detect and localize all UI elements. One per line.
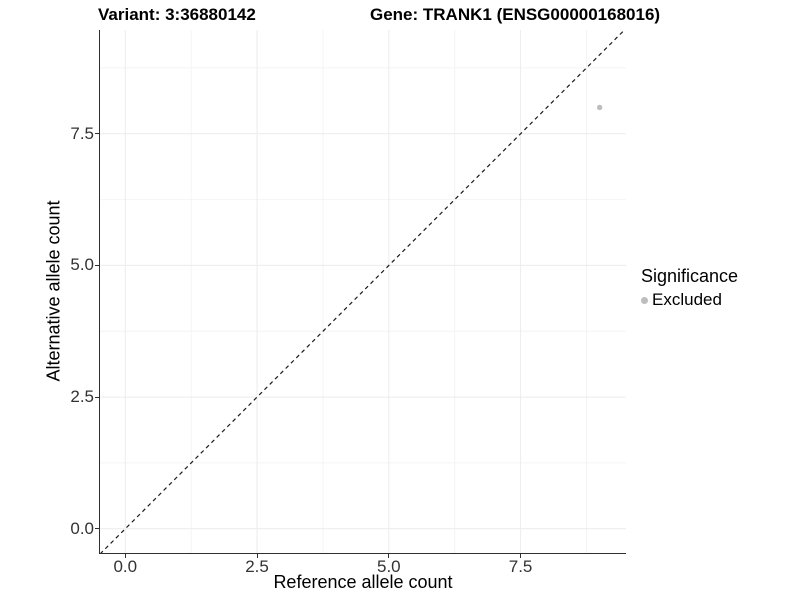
y-tick-mark: [95, 396, 99, 398]
y-tick-label: 5.0: [70, 255, 94, 275]
identity-dashed-line: [100, 30, 626, 553]
legend-item-excluded: Excluded: [641, 290, 738, 310]
gene-title: Gene: TRANK1 (ENSG00000168016): [370, 5, 661, 24]
x-tick-label: 2.5: [245, 557, 269, 576]
x-axis-line: [99, 553, 626, 554]
x-tick-mark: [124, 554, 126, 558]
y-axis-line: [99, 30, 100, 554]
data-point: [596, 104, 603, 111]
x-tick-mark: [388, 554, 390, 558]
x-axis-title: Reference allele count: [273, 572, 453, 592]
legend-key-dot: [641, 296, 648, 304]
x-tick-label: 7.5: [508, 557, 533, 576]
y-tick-label: 2.5: [70, 387, 94, 407]
y-tick-mark: [95, 133, 99, 135]
legend-item-label: Excluded: [652, 290, 722, 309]
variant-title: Variant: 3:36880142: [98, 5, 256, 24]
y-axis-title: Alternative allele count: [43, 200, 64, 382]
plot-svg: [100, 30, 626, 553]
y-tick-mark: [95, 528, 99, 530]
legend: Significance Excluded: [641, 266, 738, 310]
x-tick-mark: [256, 554, 258, 558]
legend-title: Significance: [641, 266, 739, 286]
y-tick-label: 7.5: [70, 123, 94, 143]
y-tick-mark: [95, 264, 99, 266]
x-tick-mark: [520, 554, 522, 558]
x-tick-label: 5.0: [376, 557, 401, 576]
y-tick-label: 0.0: [70, 518, 94, 538]
x-tick-label: 0.0: [113, 557, 138, 576]
plot-panel: [100, 30, 626, 553]
